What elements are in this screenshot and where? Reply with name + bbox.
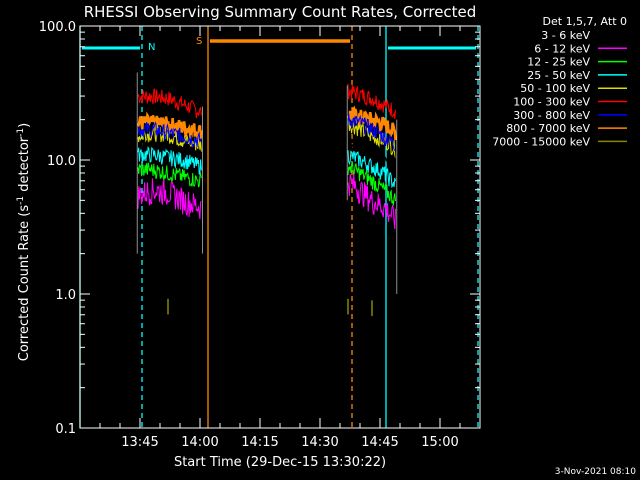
y-axis-label-end: ) [17, 123, 32, 128]
series-line [347, 150, 396, 189]
series-line [347, 113, 396, 152]
series-line [346, 105, 397, 141]
x-tick-label: 13:45 [121, 435, 158, 450]
legend-title: Det 1,5,7, Att 0 [543, 15, 627, 28]
legend-entry-label: 800 - 7000 keV [506, 122, 590, 135]
series-line [137, 146, 202, 176]
y-axis-label-mid: detector [17, 136, 32, 196]
legend-entry-label: 12 - 25 keV [527, 56, 590, 69]
timestamp: 3-Nov-2021 08:10 [555, 467, 637, 477]
y-axis-label-sup-1: -1 [16, 196, 26, 205]
y-tick-label: 100.0 [39, 20, 76, 35]
y-tick-label: 1.0 [55, 288, 76, 303]
legend-entry-label: 3 - 6 keV [541, 29, 590, 42]
north-label: N [148, 42, 155, 53]
series-line [347, 161, 396, 206]
x-tick-label: 14:30 [301, 435, 338, 450]
legend-entry-label: 25 - 50 keV [527, 69, 590, 82]
x-tick-label: 14:15 [241, 435, 278, 450]
series-line [347, 173, 396, 230]
svg-text:Corrected Count Rate (s-1 dete: Corrected Count Rate (s-1 detector-1) [16, 123, 32, 361]
legend-entry-label: 6 - 12 keV [534, 42, 590, 55]
x-tick-label: 14:00 [181, 435, 218, 450]
y-tick-label: 0.1 [55, 422, 76, 437]
y-axis-label-sup-2: -1 [16, 128, 26, 137]
axes: 0.1 1.0 10.0 100.0 13:45 14:00 14:15 14:30 14:45… [39, 20, 481, 450]
legend-entry-label: 7000 - 15000 keV [492, 135, 590, 148]
series-line [347, 83, 396, 120]
x-tick-label: 14:45 [361, 435, 398, 450]
y-axis-label-base: Corrected Count Rate (s [17, 205, 32, 362]
series-line [137, 121, 202, 148]
series-line [137, 178, 202, 220]
y-tick-label: 10.0 [47, 154, 76, 169]
legend-entry-label: 300 - 800 keV [513, 109, 590, 122]
legend-entry-label: 100 - 300 keV [513, 96, 590, 109]
series-line [137, 162, 202, 188]
legend-entry-label: 50 - 100 keV [520, 82, 590, 95]
y-axis-label: Corrected Count Rate (s-1 detector-1) [16, 123, 32, 361]
x-tick-label: 15:00 [421, 435, 458, 450]
plot-area: NS [79, 26, 479, 428]
series-line [347, 118, 396, 158]
series-line [347, 134, 396, 166]
series-line [137, 88, 202, 119]
south-label: S [196, 36, 202, 47]
chart-title: RHESSI Observing Summary Count Rates, Co… [84, 3, 477, 21]
x-axis-label: Start Time (29-Dec-15 13:30:22) [174, 455, 386, 470]
